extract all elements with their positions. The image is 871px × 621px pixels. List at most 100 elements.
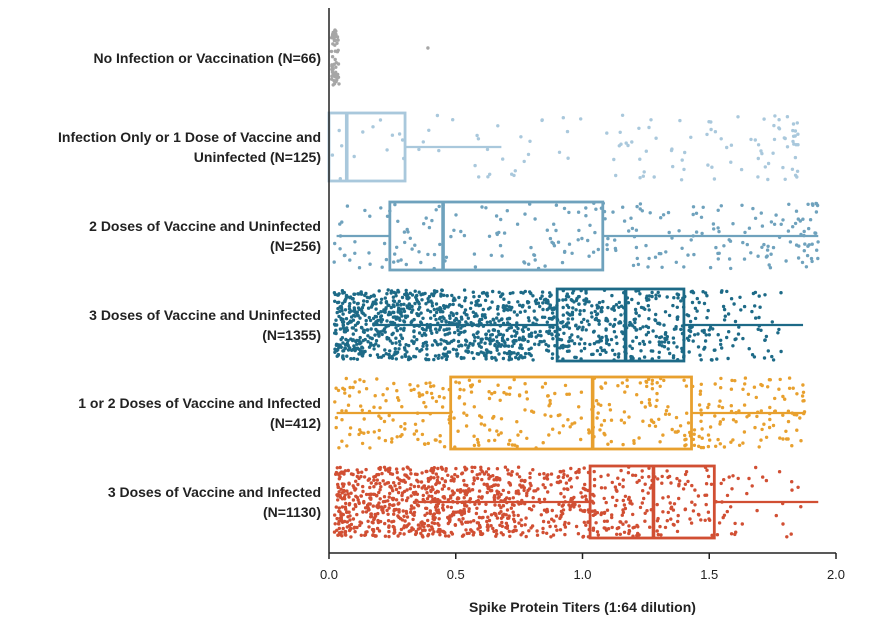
data-point [426,252,430,257]
data-point [719,342,723,347]
data-point [463,503,467,508]
data-point [398,516,403,521]
data-point [517,394,522,398]
data-point [506,468,510,472]
data-point [490,300,494,304]
data-point [460,344,464,348]
data-point [691,509,696,513]
data-point [668,351,672,356]
data-point [781,522,785,526]
data-point [484,355,488,359]
data-point [466,316,470,320]
data-point [657,417,661,421]
data-point [708,265,713,270]
data-point [404,288,408,293]
data-point [617,300,621,305]
data-point [493,438,497,442]
data-point [710,165,714,169]
data-point [393,347,397,351]
data-point [426,518,430,523]
data-point [772,123,776,128]
data-point [436,356,440,360]
group-label: (N=1130) [263,504,321,520]
data-point [445,294,449,298]
data-point [336,388,341,393]
data-point [580,236,584,241]
data-point [378,406,382,410]
data-point [649,418,654,422]
iqr-box [449,375,693,451]
data-point [598,428,602,432]
data-point [429,329,433,333]
data-point [689,135,693,139]
data-point [360,306,365,310]
data-point [396,259,400,263]
data-point [385,148,389,152]
data-point [791,386,795,390]
data-point [696,345,701,349]
data-point [345,520,349,524]
data-point [684,384,689,388]
data-point [364,387,369,391]
data-point [786,229,791,233]
data-point [487,476,491,481]
data-point [525,397,529,401]
data-point [648,340,652,344]
data-point [483,298,488,303]
data-point [717,251,721,255]
data-point [337,446,341,450]
data-point [613,246,618,251]
data-point [360,345,364,349]
data-point [394,467,399,471]
data-point [771,358,776,362]
data-point [345,489,349,493]
data-point [333,299,337,303]
data-point [575,476,579,480]
data-point [676,519,680,524]
data-point [596,533,600,537]
data-point [338,465,342,470]
data-point [546,490,550,494]
data-point [654,293,658,297]
data-point [390,440,394,444]
data-point [773,396,777,401]
data-point [769,252,773,256]
data-point [573,421,577,425]
data-point [700,427,704,431]
data-point [646,265,650,269]
data-point [403,348,407,352]
data-point [544,510,549,514]
data-point [484,206,488,210]
data-point [799,505,803,509]
data-point [622,410,627,414]
data-point [477,294,481,299]
data-point [373,301,377,305]
data-point [508,534,512,538]
data-point [428,509,432,513]
data-point [407,476,411,480]
data-point [387,524,391,528]
data-point [330,55,335,59]
data-point [770,320,774,324]
data-point [537,342,541,347]
data-point [401,467,405,471]
data-point [684,470,689,474]
data-point [420,393,425,397]
data-point [561,503,565,507]
data-point [582,466,586,470]
data-point [702,301,707,306]
data-point [747,476,751,481]
data-point [806,202,810,206]
data-point [618,320,622,324]
data-point [377,436,381,440]
data-point [796,485,800,489]
data-point [682,378,686,382]
data-point [349,357,353,361]
data-point [605,519,609,523]
data-point [620,113,625,118]
data-point [393,484,397,488]
data-point [700,436,704,440]
data-point [333,29,338,33]
data-point [532,309,536,313]
data-point [358,335,362,340]
